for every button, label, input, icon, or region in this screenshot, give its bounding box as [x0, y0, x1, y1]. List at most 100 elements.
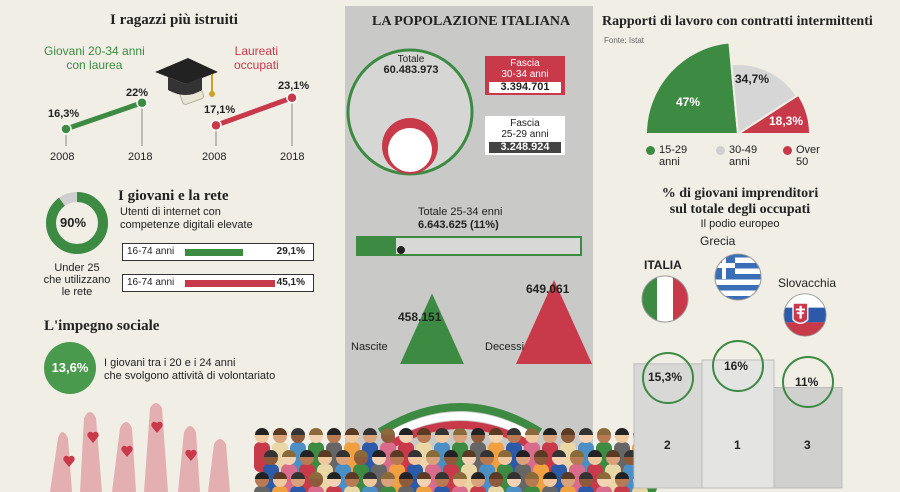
net-title: I giovani e la rete — [118, 188, 229, 204]
births-triangle — [400, 293, 464, 364]
podium-ring-italia — [642, 352, 694, 404]
fascia25-value: 3.248.924 — [489, 142, 561, 153]
crowd-person — [614, 428, 630, 472]
graduates-year-2018: 2018 — [128, 151, 153, 163]
share-2534-bar — [356, 236, 582, 256]
graduates-year-2008: 2008 — [50, 151, 75, 163]
right-title: Rapporti di lavoro con contratti intermi… — [602, 14, 873, 29]
fascia25-box: Fascia 25-29 anni 3.248.924 — [485, 116, 565, 155]
left-title: I ragazzi più istruiti — [110, 12, 238, 28]
net-bar-fill-1 — [185, 249, 244, 256]
crowd-person — [254, 472, 270, 492]
crowd-person — [596, 472, 612, 492]
flag-greece-icon — [714, 253, 762, 301]
pie-value-30-49: 34,7% — [735, 72, 770, 86]
deaths-label: Decessi — [485, 341, 525, 353]
crowd-person — [461, 450, 477, 492]
total-value: 60.483.973 — [383, 64, 439, 76]
podium-rank-grecia: 1 — [734, 438, 741, 452]
deaths-triangle — [516, 280, 592, 364]
employed-point-2008 — [210, 119, 222, 132]
graduates-employed-line-chart — [60, 91, 298, 146]
employed-label: Laureati occupati — [234, 44, 279, 72]
crowd-person — [479, 450, 495, 492]
fascia30-value: 3.394.701 — [489, 82, 561, 93]
podium-block-grecia — [701, 359, 775, 489]
podium-subtitle: Il podio europeo — [700, 218, 780, 230]
total-2534-label: Totale 25-34 enni 6.643.625 (11%) — [418, 206, 503, 231]
crowd-person — [272, 472, 288, 492]
podium-country-grecia: Grecia — [700, 234, 736, 248]
crowd-person — [380, 428, 396, 472]
crowd-person — [497, 450, 513, 492]
podium-ring-grecia — [712, 340, 764, 392]
crowd-person — [560, 472, 576, 492]
raised-hands-illustration — [50, 403, 230, 492]
crowd-person — [344, 472, 360, 492]
employed-series-line — [215, 95, 293, 128]
total-box: Totale 60.483.973 — [372, 52, 450, 78]
crowd-person — [425, 450, 441, 492]
crowd-person — [578, 428, 594, 472]
crowd-person — [569, 450, 585, 492]
graduates-value-2018: 22% — [126, 87, 149, 99]
crowd-person — [299, 450, 315, 492]
crowd-person — [533, 450, 549, 492]
crowd-person — [488, 428, 504, 472]
social-value-circle: 13,6% — [44, 342, 96, 394]
crowd-person — [434, 428, 450, 472]
crowd-person — [506, 428, 522, 472]
graduates-series-line — [65, 100, 143, 132]
crowd-person — [488, 472, 504, 492]
net-bar-label-2: 16-74 anni — [127, 277, 175, 288]
crowd-person — [434, 472, 450, 492]
crowd-person — [470, 472, 486, 492]
graduation-cap-icon — [155, 58, 218, 105]
podium-value-slovacchia: 11% — [795, 375, 819, 389]
deaths-value: 649.061 — [526, 282, 570, 296]
graduates-point-2018 — [136, 97, 148, 109]
crowd-person — [506, 472, 522, 492]
crowd-person — [452, 428, 468, 472]
flag-slovakia-icon — [783, 293, 827, 337]
podium-chart — [633, 340, 843, 489]
crowd-people — [254, 428, 657, 492]
pie-slice-15-29 — [644, 41, 740, 135]
legend-item-30-49: 30-49 anni — [716, 144, 757, 168]
births-deaths-chart — [400, 280, 592, 364]
podium-block-italia — [633, 363, 703, 489]
podium-value-italia: 15,3% — [648, 370, 683, 384]
podium-country-slovacchia: Slovacchia — [778, 276, 837, 290]
crowd-person — [290, 472, 306, 492]
employed-year-2018: 2018 — [280, 151, 305, 163]
crowd-person — [587, 450, 603, 492]
internet-donut-arc — [46, 192, 108, 254]
crowd-person — [407, 450, 423, 492]
share-2534-fill — [358, 238, 396, 254]
net-bar-label-1: 16-74 anni — [127, 246, 175, 257]
crowd-person — [362, 472, 378, 492]
social-text: I giovani tra i 20 e i 24 anni che svolg… — [104, 357, 276, 382]
crowd-person — [614, 472, 630, 492]
legend-dot-over-50 — [783, 145, 792, 155]
crowd-person — [443, 450, 459, 492]
pie-value-over-50: 18,3% — [769, 114, 804, 128]
crowd-person — [452, 472, 468, 492]
crowd-person — [596, 428, 612, 472]
crowd-person — [470, 428, 486, 472]
share-pointer-dot — [397, 246, 405, 254]
podium-rank-italia: 2 — [664, 438, 671, 452]
employed-value-2018: 23,1% — [278, 80, 310, 92]
crowd-person — [605, 450, 621, 492]
podium-country-italia: ITALIA — [644, 258, 682, 272]
crowd-person — [578, 472, 594, 492]
contracts-pie-chart — [644, 41, 812, 136]
internet-donut — [46, 192, 108, 254]
net-bar-value-1: 29,1% — [276, 246, 305, 257]
fascia30-box: Fascia 30-34 anni 3.394.701 — [485, 56, 565, 95]
podium-block-slovacchia — [773, 387, 843, 489]
total-label: Totale — [397, 54, 425, 65]
crowd-person — [524, 428, 540, 472]
legend-dot-30-49 — [716, 145, 725, 155]
crowd-person — [380, 472, 396, 492]
